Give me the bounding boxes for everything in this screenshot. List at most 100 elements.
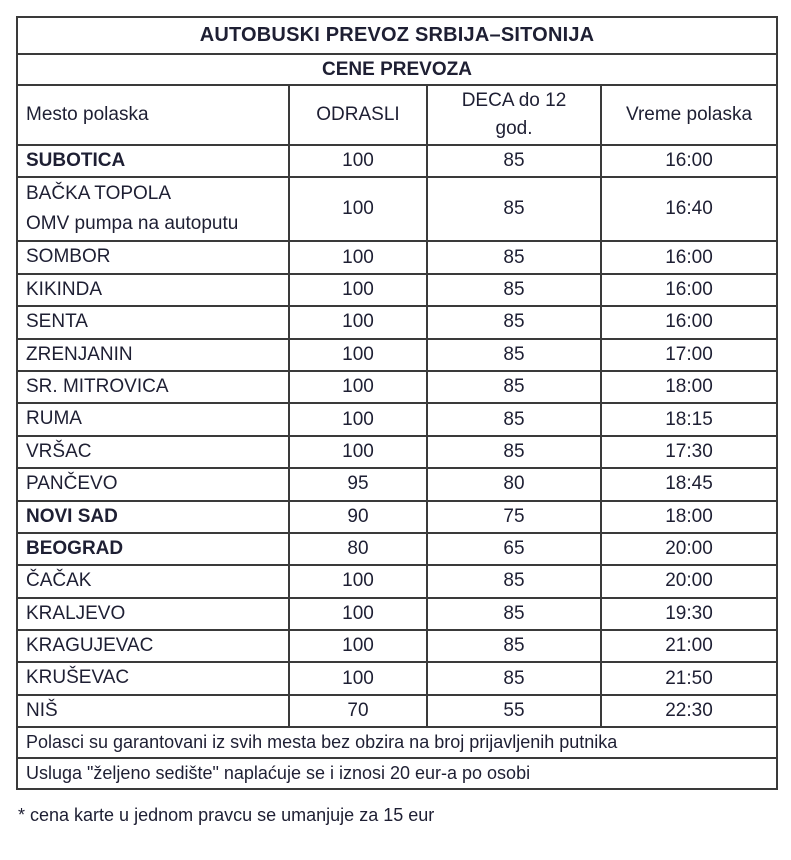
cell-children-price: 85: [426, 369, 602, 405]
place-name: NIŠ: [26, 699, 58, 721]
table-row: KRAGUJEVAC 100 85 21:00: [16, 629, 778, 664]
table-row: NOVI SAD 90 75 18:00: [16, 499, 778, 534]
cell-place: NIŠ: [16, 693, 290, 729]
table-row: VRŠAC 100 85 17:30: [16, 434, 778, 470]
cell-adults-price: 100: [288, 629, 428, 664]
cell-children-price: 85: [426, 305, 602, 340]
cell-children-price: 65: [426, 531, 602, 567]
cell-children-price: 85: [426, 564, 602, 599]
cell-place: SOMBOR: [16, 240, 290, 275]
cell-place: KRUŠEVAC: [16, 661, 290, 696]
cell-adults-price: 100: [288, 596, 428, 632]
place-name: NOVI SAD: [26, 505, 118, 527]
cell-place: VRŠAC: [16, 434, 290, 470]
table-title-row: AUTOBUSKI PREVOZ SRBIJA–SITONIJA: [16, 16, 778, 55]
cell-adults-price: 100: [288, 272, 428, 308]
cell-place: KRAGUJEVAC: [16, 629, 290, 664]
cell-adults-price: 100: [288, 143, 428, 179]
place-name: SENTA: [26, 311, 88, 333]
table-title: AUTOBUSKI PREVOZ SRBIJA–SITONIJA: [16, 16, 778, 55]
cell-place: SR. MITROVICA: [16, 369, 290, 405]
cell-departure-time: 18:00: [600, 499, 778, 534]
cell-adults-price: 100: [288, 369, 428, 405]
cell-departure-time: 18:00: [600, 369, 778, 405]
cell-adults-price: 100: [288, 240, 428, 275]
place-name: RUMA: [26, 408, 82, 430]
cell-adults-price: 90: [288, 499, 428, 534]
note-row-seat-service: Usluga "željeno sedište" naplaćuje se i …: [16, 757, 778, 791]
cell-departure-time: 18:15: [600, 402, 778, 437]
cell-children-price: 85: [426, 143, 602, 179]
table-subtitle: CENE PREVOZA: [16, 53, 778, 86]
cell-children-price: 85: [426, 596, 602, 632]
place-name: ZRENJANIN: [26, 343, 133, 365]
cell-adults-price: 100: [288, 337, 428, 372]
cell-departure-time: 21:00: [600, 629, 778, 664]
cell-children-price: 85: [426, 434, 602, 470]
cell-children-price: 75: [426, 499, 602, 534]
table-row: KRALJEVO 100 85 19:30: [16, 596, 778, 632]
cell-adults-price: 100: [288, 564, 428, 599]
cell-departure-time: 16:00: [600, 240, 778, 275]
price-table: AUTOBUSKI PREVOZ SRBIJA–SITONIJA CENE PR…: [16, 16, 778, 791]
cell-adults-price: 100: [288, 434, 428, 470]
cell-children-price: 85: [426, 661, 602, 696]
cell-departure-time: 19:30: [600, 596, 778, 632]
cell-adults-price: 100: [288, 176, 428, 243]
place-detail: OMV pumpa na autoputu: [26, 213, 239, 235]
cell-adults-price: 95: [288, 467, 428, 502]
cell-adults-price: 70: [288, 693, 428, 729]
table-row: SR. MITROVICA 100 85 18:00: [16, 369, 778, 405]
cell-children-price: 80: [426, 467, 602, 502]
table-row: BAČKA TOPOLA OMV pumpa na autoputu 100 8…: [16, 176, 778, 243]
cell-adults-price: 80: [288, 531, 428, 567]
cell-children-price: 55: [426, 693, 602, 729]
cell-place: BEOGRAD: [16, 531, 290, 567]
place-name: VRŠAC: [26, 440, 92, 462]
column-header-row: Mesto polaska ODRASLI DECA do 12 god. Vr…: [16, 84, 778, 146]
table-row: NIŠ 70 55 22:30: [16, 693, 778, 729]
place-name: SR. MITROVICA: [26, 375, 169, 397]
column-header-place: Mesto polaska: [16, 84, 290, 146]
place-name: BAČKA TOPOLA: [26, 183, 172, 204]
cell-departure-time: 17:30: [600, 434, 778, 470]
column-header-children: DECA do 12 god.: [426, 84, 602, 146]
table-subtitle-row: CENE PREVOZA: [16, 53, 778, 86]
cell-place: SUBOTICA: [16, 143, 290, 179]
table-body: SUBOTICA 100 85 16:00 BAČKA TOPOLA OMV p…: [16, 143, 778, 729]
table-row: PANČEVO 95 80 18:45: [16, 467, 778, 502]
cell-adults-price: 100: [288, 661, 428, 696]
cell-children-price: 85: [426, 176, 602, 243]
place-name: SUBOTICA: [26, 150, 126, 171]
column-header-adults: ODRASLI: [288, 84, 428, 146]
document-page: AUTOBUSKI PREVOZ SRBIJA–SITONIJA CENE PR…: [16, 16, 778, 826]
cell-children-price: 85: [426, 402, 602, 437]
footnote: * cena karte u jednom pravcu se umanjuje…: [18, 805, 435, 826]
table-row: ZRENJANIN 100 85 17:00: [16, 337, 778, 372]
cell-departure-time: 16:00: [600, 272, 778, 308]
cell-departure-time: 16:40: [600, 176, 778, 243]
place-name: ČAČAK: [26, 570, 92, 592]
table-row: SENTA 100 85 16:00: [16, 305, 778, 340]
cell-departure-time: 20:00: [600, 531, 778, 567]
cell-departure-time: 18:45: [600, 467, 778, 502]
table-row: RUMA 100 85 18:15: [16, 402, 778, 437]
cell-departure-time: 21:50: [600, 661, 778, 696]
place-name: KRAGUJEVAC: [26, 635, 154, 657]
cell-place: NOVI SAD: [16, 499, 290, 534]
cell-place: ČAČAK: [16, 564, 290, 599]
place-name: KRUŠEVAC: [26, 667, 130, 689]
cell-departure-time: 22:30: [600, 693, 778, 729]
cell-departure-time: 16:00: [600, 305, 778, 340]
cell-place: PANČEVO: [16, 467, 290, 502]
cell-place: KRALJEVO: [16, 596, 290, 632]
cell-adults-price: 100: [288, 402, 428, 437]
table-row: KIKINDA 100 85 16:00: [16, 272, 778, 308]
cell-departure-time: 20:00: [600, 564, 778, 599]
column-header-children-label: DECA do 12 god.: [461, 90, 567, 139]
place-name: KRALJEVO: [26, 602, 126, 624]
cell-departure-time: 17:00: [600, 337, 778, 372]
cell-place: KIKINDA: [16, 272, 290, 308]
table-row: SOMBOR 100 85 16:00: [16, 240, 778, 275]
note-row-guarantee: Polasci su garantovani iz svih mesta bez…: [16, 726, 778, 760]
